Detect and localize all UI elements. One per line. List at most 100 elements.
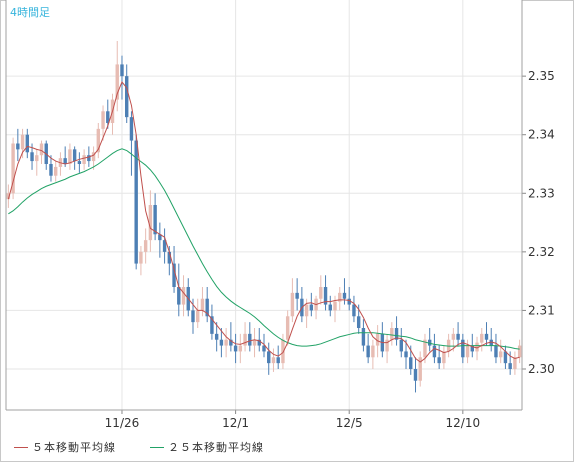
candle-body-up <box>333 301 337 311</box>
candle-body-up <box>35 155 39 162</box>
candle-body-up <box>451 333 456 340</box>
candle-body-up <box>20 134 25 150</box>
candle-body-up <box>96 128 101 153</box>
candle-body-up <box>148 205 153 241</box>
candle-body-up <box>442 351 446 364</box>
candle-body-up <box>6 193 11 200</box>
candle-body-down <box>172 263 176 287</box>
candle-body-down <box>25 134 30 153</box>
candle-body-down <box>413 369 418 381</box>
candle-body-down <box>352 304 356 317</box>
candle-body-down <box>437 357 441 364</box>
candle-body-up <box>68 149 72 164</box>
candle-body-down <box>191 310 195 323</box>
candle-body-down <box>49 164 53 176</box>
candle-body-down <box>323 287 328 305</box>
candle-body-up <box>115 64 119 100</box>
candle-body-down <box>494 345 498 358</box>
candle-body-up <box>196 310 200 323</box>
candle-body-down <box>248 333 252 346</box>
candle-body-up <box>390 328 394 340</box>
y-tick-label: 2.35 <box>528 69 555 83</box>
candle-body-down <box>432 345 437 358</box>
candle-body-up <box>319 287 323 299</box>
ma5-line <box>7 81 520 363</box>
candle-body-down <box>489 339 493 346</box>
candle-body-down <box>158 234 162 241</box>
candle-body-up <box>475 342 479 352</box>
candle-body-down <box>404 351 408 358</box>
y-tick-label: 2.31 <box>528 303 555 317</box>
candle-body-down <box>153 205 157 235</box>
axes: 2.30 2.31 2.32 2.33 2.34 2.35 11/26 12/1 12/5 12/… <box>5 0 555 430</box>
candle-body-up <box>11 143 15 194</box>
legend-ma25: ２５本移動平均線 <box>150 437 264 457</box>
candle-body-down <box>399 339 403 352</box>
candle-body-down <box>409 357 413 369</box>
candle-body-down <box>205 298 209 317</box>
candle-body-down <box>177 287 181 305</box>
candle-body-up <box>290 292 295 317</box>
candle-body-down <box>87 155 91 162</box>
candle-body-up <box>446 339 451 352</box>
candle-body-down <box>162 240 167 252</box>
legend-ma5: ５本移動平均線 <box>14 437 116 457</box>
candle-body-down <box>233 345 238 352</box>
candle-body-up <box>338 292 342 302</box>
candle-body-up <box>285 316 290 340</box>
candle-body-down <box>328 304 332 311</box>
candle-body-down <box>77 161 82 164</box>
candle-body-up <box>375 333 380 346</box>
ma25-line <box>8 148 520 350</box>
candle-body-up <box>82 155 86 164</box>
candle-body-down <box>219 339 224 346</box>
candle-body-down <box>267 351 271 364</box>
candle-body-down <box>347 298 351 305</box>
candle-body-up <box>465 345 470 358</box>
y-tick-label: 2.30 <box>528 362 555 376</box>
legend-ma25-label: ２５本移動平均線 <box>168 441 264 454</box>
legend-ma5-label: ５本移動平均線 <box>32 441 116 454</box>
candle-body-down <box>134 140 138 264</box>
candle-body-up <box>517 345 522 358</box>
candle-body-down <box>16 143 20 150</box>
candle-body-down <box>484 333 489 340</box>
candle-body-up <box>271 357 276 364</box>
candle-body-up <box>143 240 148 252</box>
candle-body-up <box>91 152 96 162</box>
candle-body-up <box>200 298 205 311</box>
y-tick-label: 2.32 <box>528 245 555 259</box>
candle-body-up <box>224 339 228 346</box>
candle-body-down <box>456 333 460 340</box>
candle-body-down <box>342 292 347 299</box>
candle-body-down <box>427 339 432 346</box>
candle-body-down <box>503 351 508 364</box>
candle-body-up <box>181 287 186 305</box>
candle-body-up <box>243 333 247 346</box>
candle-body-up <box>513 357 517 369</box>
x-tick-label: 11/26 <box>105 416 140 430</box>
y-tick-label: 2.33 <box>528 186 555 200</box>
candle-body-down <box>229 339 233 346</box>
x-tick-label: 12/10 <box>446 416 481 430</box>
candle-body-down <box>361 328 366 346</box>
candle-body-down <box>106 111 110 123</box>
candle-body-up <box>304 304 309 317</box>
candle-body-down <box>167 251 172 264</box>
candle-body-down <box>309 304 314 311</box>
candle-body-up <box>371 345 375 358</box>
candle-body-down <box>72 149 77 162</box>
candle-body-down <box>262 345 266 352</box>
candle-body-up <box>498 351 503 358</box>
candle-body-down <box>394 328 399 340</box>
candle-body-up <box>54 166 58 176</box>
candle-body-down <box>366 345 370 358</box>
candle-body-down <box>63 158 67 164</box>
candle-body-down <box>125 76 129 118</box>
candle-body-down <box>470 345 474 352</box>
candle-body-up <box>385 339 389 352</box>
legend-ma5-swatch <box>14 446 28 448</box>
candle-body-up <box>101 111 105 129</box>
candle-body-up <box>480 333 484 343</box>
